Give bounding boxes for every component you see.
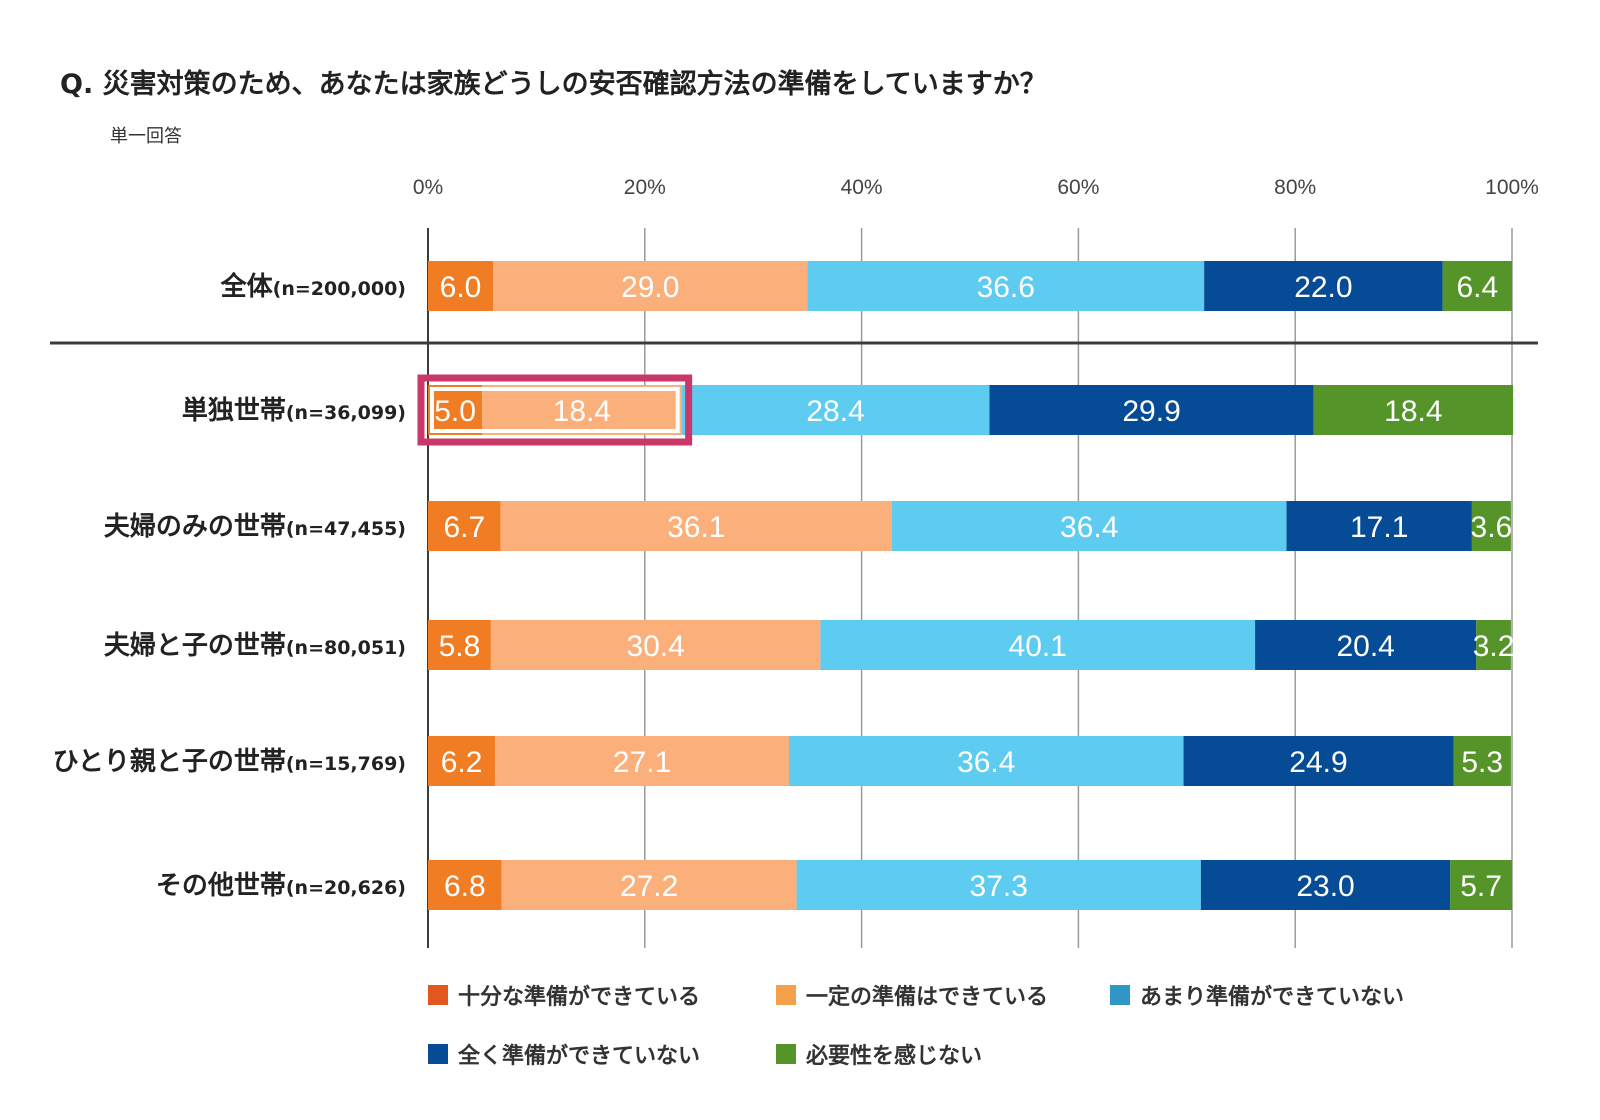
data-label: 5.3 — [1461, 746, 1503, 779]
bar-segment — [1204, 261, 1443, 311]
x-tick-label: 80% — [1274, 176, 1316, 199]
data-label: 36.4 — [957, 746, 1015, 779]
data-label: 37.3 — [970, 870, 1028, 903]
bar-segment — [1442, 261, 1512, 311]
category-label: 夫婦と子の世帯(n=80,051) — [104, 631, 406, 661]
data-label: 17.1 — [1350, 511, 1408, 544]
data-label: 30.4 — [626, 630, 684, 663]
bar-segment — [1200, 860, 1451, 910]
data-label: 5.7 — [1460, 870, 1502, 903]
x-tick-label: 100% — [1485, 176, 1539, 199]
data-label: 36.1 — [667, 511, 725, 544]
bar-segment — [788, 736, 1184, 786]
data-label: 22.0 — [1294, 271, 1352, 304]
bar-segment — [428, 261, 494, 311]
x-tick-label: 20% — [624, 176, 666, 199]
bar-segment — [428, 736, 496, 786]
category-label: 夫婦のみの世帯(n=47,455) — [104, 512, 406, 542]
bar-segment — [1471, 501, 1511, 551]
data-label: 23.0 — [1296, 870, 1354, 903]
data-label: 28.4 — [806, 395, 864, 428]
data-label: 36.6 — [977, 271, 1035, 304]
highlight-box — [417, 374, 693, 446]
bar-segment — [989, 385, 1314, 435]
data-label: 6.8 — [444, 870, 486, 903]
bar-segment — [891, 501, 1287, 551]
bar-segment — [796, 860, 1201, 910]
bar-segment — [1255, 620, 1477, 670]
data-label: 6.7 — [443, 511, 485, 544]
bar-segment — [820, 620, 1256, 670]
data-label: 6.4 — [1456, 271, 1498, 304]
data-label: 6.2 — [441, 746, 483, 779]
x-tick-label: 0% — [413, 176, 443, 199]
data-label: 3.2 — [1473, 630, 1515, 663]
data-label: 29.0 — [621, 271, 679, 304]
bar-segment — [1453, 736, 1511, 786]
data-label: 27.2 — [620, 870, 678, 903]
x-tick-label: 60% — [1057, 176, 1099, 199]
chart-subtitle: 単一回答 — [110, 126, 182, 147]
bar-segment — [1183, 736, 1454, 786]
data-label: 40.1 — [1009, 630, 1067, 663]
category-label: その他世帯(n=20,626) — [156, 871, 406, 901]
bar-segment — [1313, 385, 1514, 435]
bar-segment — [495, 736, 789, 786]
bar-segment — [482, 385, 682, 435]
x-tick-label: 40% — [841, 176, 883, 199]
bar-segment — [428, 501, 501, 551]
data-label: 18.4 — [1384, 395, 1442, 428]
bar-segment — [681, 385, 990, 435]
bar-segment — [500, 501, 892, 551]
bar-segment — [490, 620, 821, 670]
data-label: 18.4 — [553, 395, 611, 428]
chart-title: Q. 災害対策のため、あなたは家族どうしの安否確認方法の準備をしていますか？ — [60, 69, 1047, 100]
bar-segment — [1286, 501, 1472, 551]
data-label: 3.6 — [1471, 511, 1513, 544]
bar-segment — [807, 261, 1205, 311]
data-label: 36.4 — [1060, 511, 1118, 544]
data-label: 6.0 — [440, 271, 482, 304]
data-label: 5.0 — [434, 395, 476, 428]
bar-segment — [493, 261, 808, 311]
category-label: 単独世帯(n=36,099) — [182, 396, 406, 426]
bar-segment — [501, 860, 797, 910]
bar-segment — [428, 385, 483, 435]
category-label: 全体(n=200,000) — [220, 271, 406, 302]
bar-segment — [1450, 860, 1512, 910]
bar-segment — [1476, 620, 1511, 670]
data-label: 27.1 — [613, 746, 671, 779]
data-label: 24.9 — [1289, 746, 1347, 779]
bar-segment — [428, 620, 491, 670]
data-label: 20.4 — [1336, 630, 1394, 663]
data-label: 29.9 — [1122, 395, 1180, 428]
bar-segment — [428, 860, 502, 910]
category-label: ひとり親と子の世帯(n=15,769) — [53, 747, 406, 777]
highlight-inner-border — [430, 387, 680, 433]
data-label: 5.8 — [439, 630, 481, 663]
